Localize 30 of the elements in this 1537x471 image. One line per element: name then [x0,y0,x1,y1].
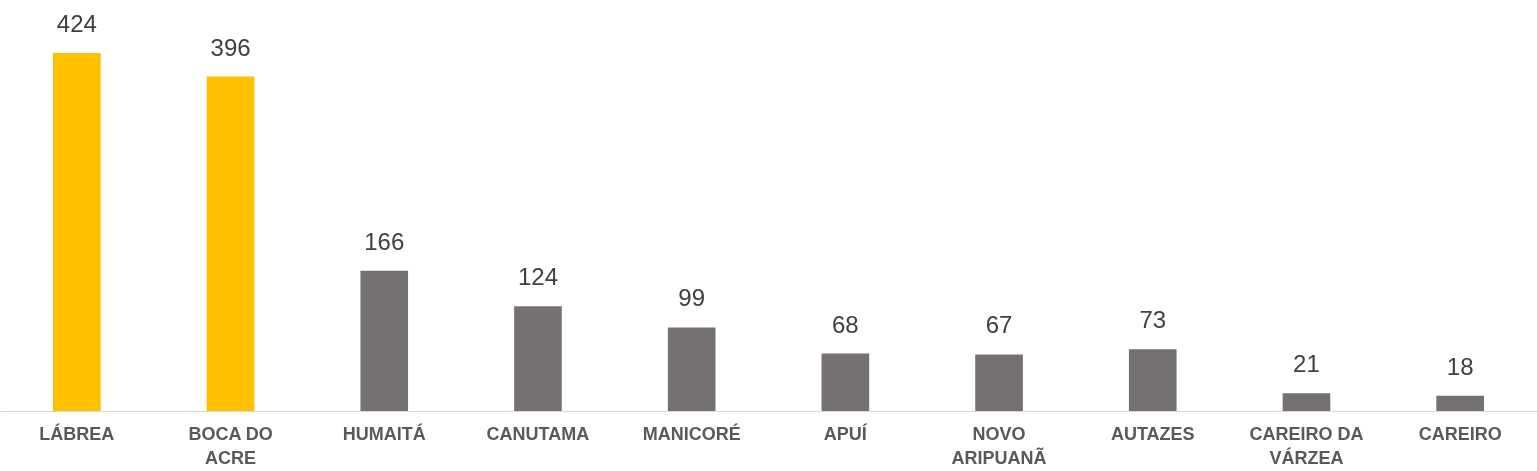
bar [360,270,409,411]
data-label: 166 [364,227,405,255]
x-tick-label: APUÍ [823,422,868,444]
bar [206,76,255,411]
bar [1128,349,1177,411]
bar [667,327,716,411]
x-tick-label: CAREIRO DA VÁRZEA [1249,423,1364,468]
x-tick-label: MANICORÉ [642,422,741,444]
x-tick-label: BOCA DO ACRE [188,423,273,468]
x-tick-label: NOVO ARIPUANÃ [951,423,1047,468]
data-label: 424 [56,9,97,37]
bar [1436,395,1484,411]
data-label: 124 [517,263,558,291]
x-tick-label: AUTAZES [1110,423,1195,444]
bar [53,52,101,411]
bar [821,353,870,411]
bar [514,306,562,411]
data-label: 99 [678,284,705,312]
data-label: 396 [210,33,251,61]
x-tick-label: CAREIRO [1418,423,1502,444]
bar [1282,393,1331,411]
data-label: 67 [985,311,1013,339]
data-label: 68 [832,310,859,338]
x-tick-label: LÁBREA [39,422,115,444]
data-label: 18 [1446,352,1474,380]
x-tick-label: CANUTAMA [486,423,590,444]
data-label: 21 [1293,350,1320,378]
data-label: 73 [1139,306,1167,334]
bar [975,354,1023,411]
x-tick-label: HUMAITÁ [342,422,426,444]
